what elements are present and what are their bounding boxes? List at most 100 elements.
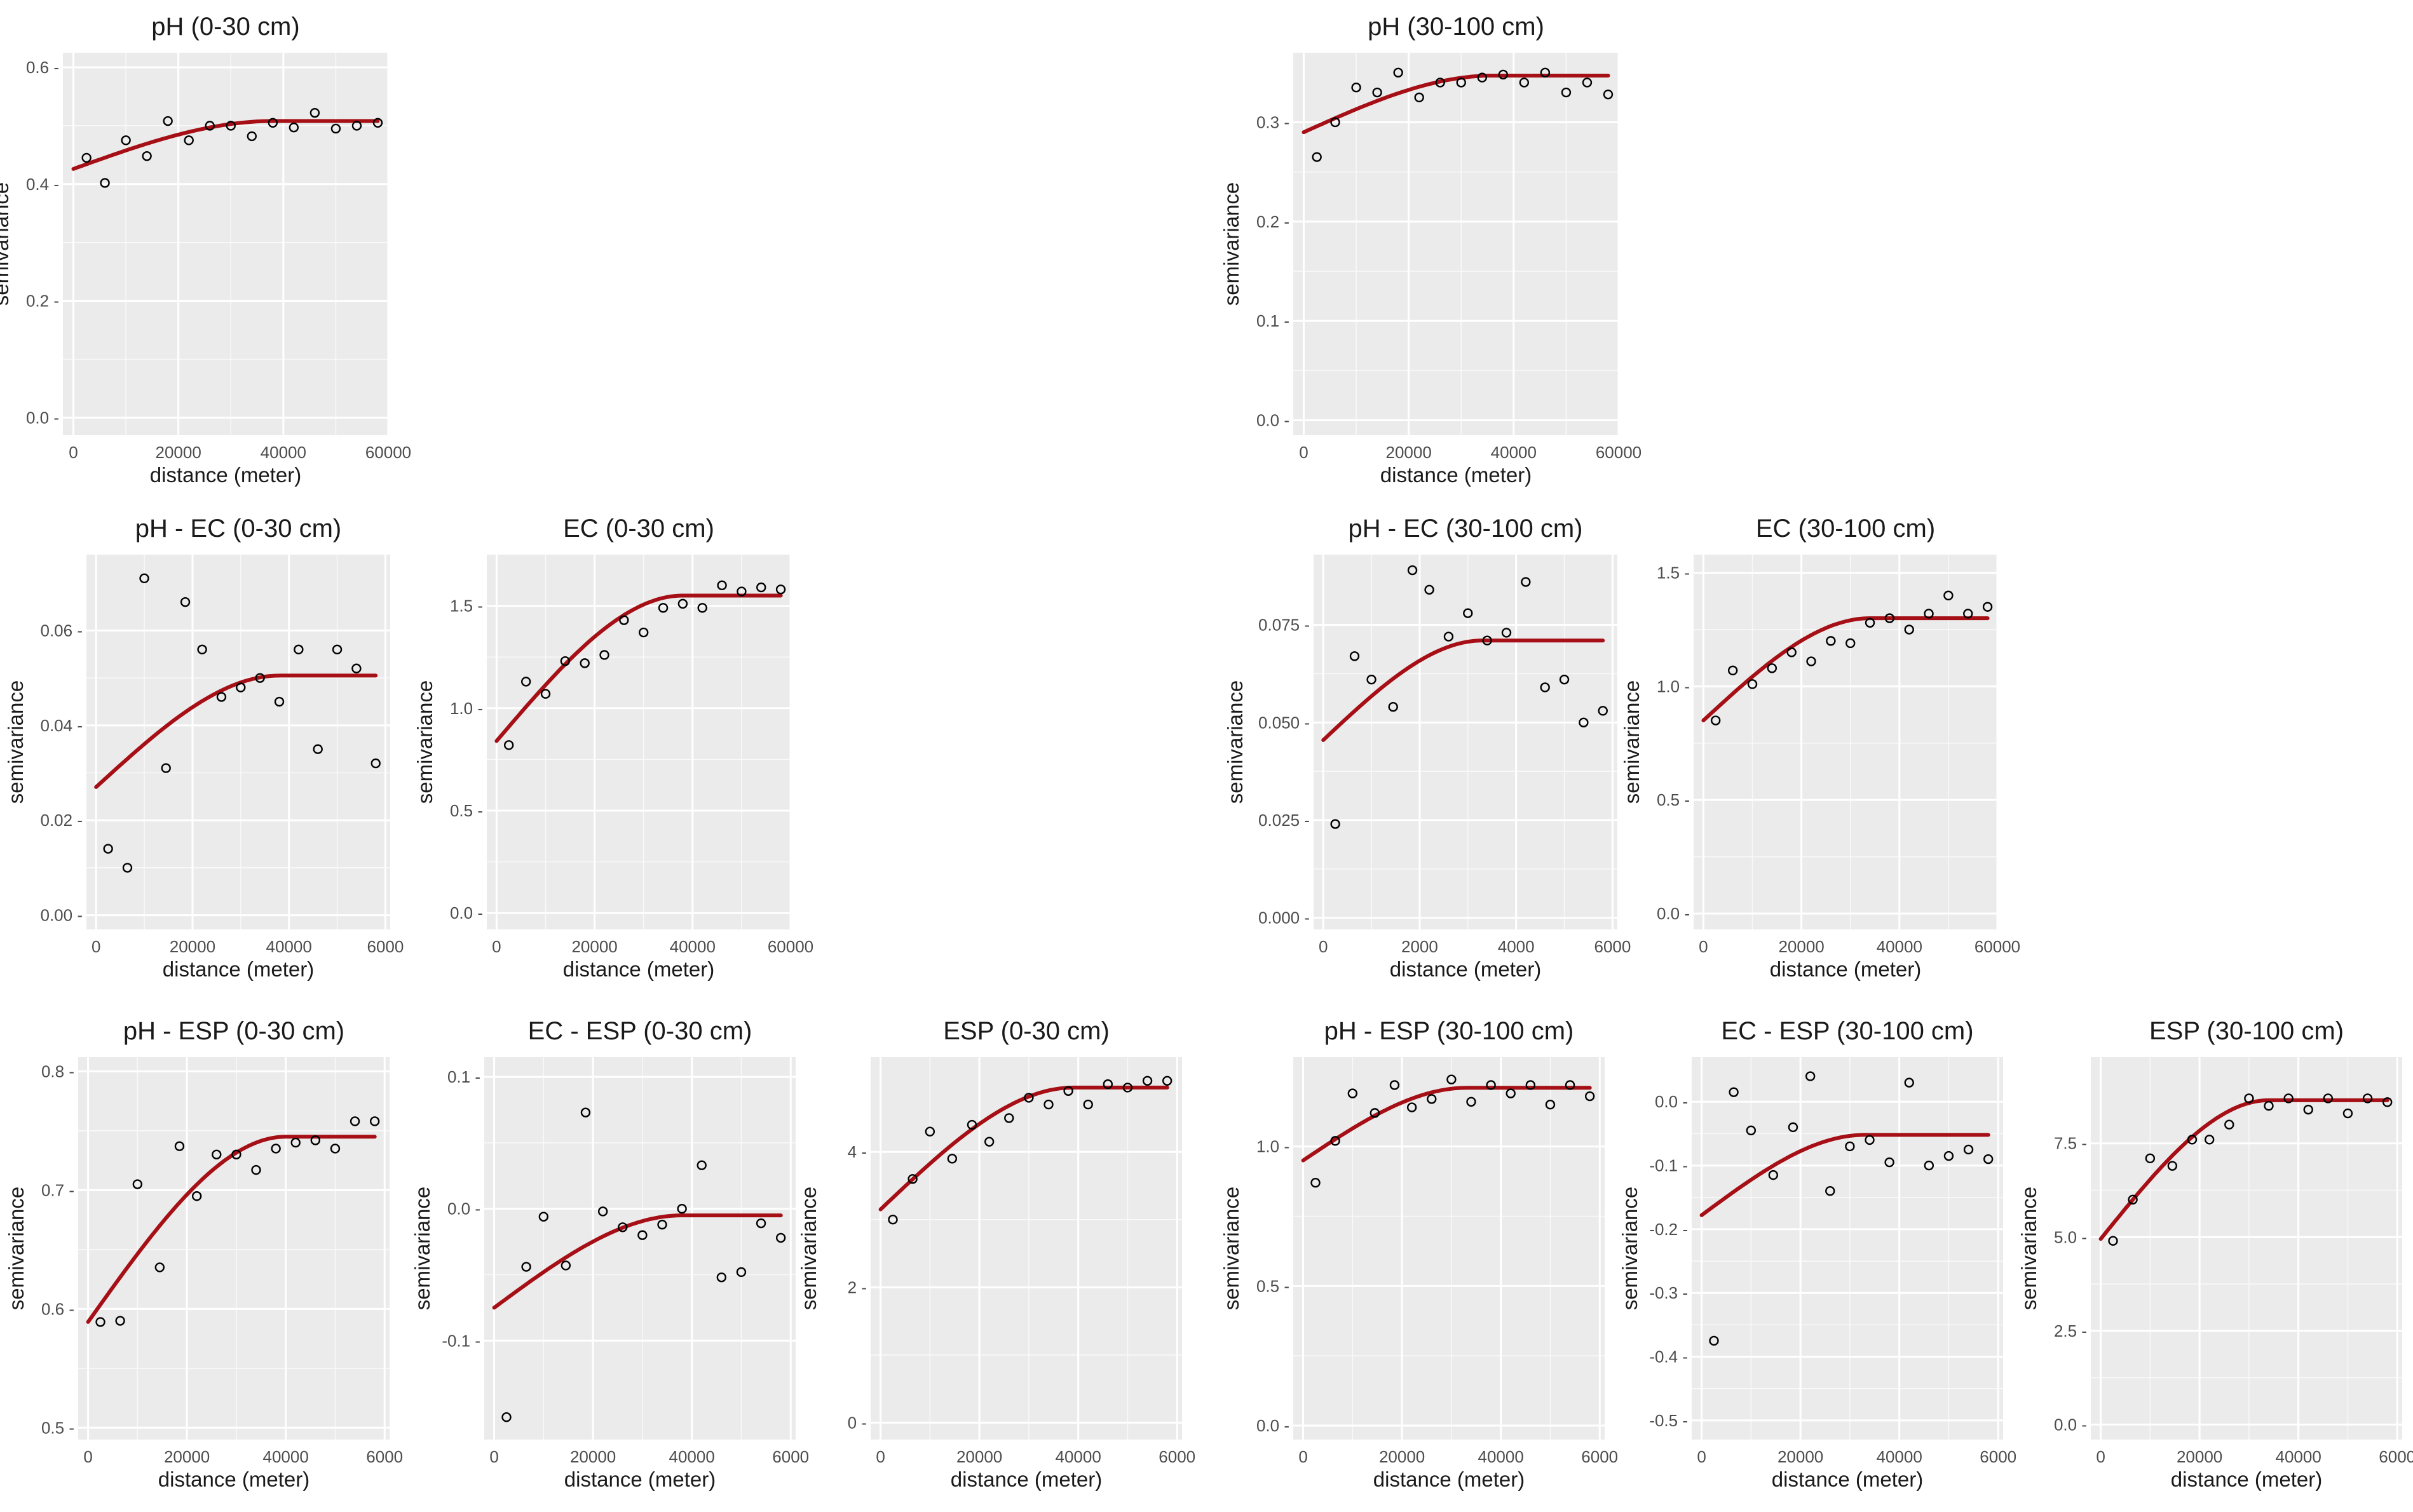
y-axis-label: semivariance xyxy=(413,680,437,804)
data-point xyxy=(1446,1074,1457,1084)
x-tick-label: 20000 xyxy=(571,937,617,956)
y-tick-label: 1.0 - xyxy=(450,699,483,718)
y-axis-label: semivariance xyxy=(1220,182,1243,306)
y-tick-label: 0.0 - xyxy=(1256,1416,1289,1435)
data-point xyxy=(1521,577,1531,587)
data-point xyxy=(103,844,113,854)
fitted-model-line xyxy=(1701,616,1990,722)
minor-grid xyxy=(1293,1057,1605,1440)
data-point xyxy=(561,1260,571,1271)
x-axis-label: distance (meter) xyxy=(1770,957,1921,981)
major-grid xyxy=(1314,555,1617,929)
x-tick-label: 20000 xyxy=(2177,1447,2222,1466)
data-point xyxy=(501,1412,512,1422)
data-point xyxy=(350,1116,360,1126)
fitted-model-line xyxy=(86,1135,377,1324)
data-point xyxy=(1788,1122,1798,1133)
data-point xyxy=(1727,665,1738,676)
data-point xyxy=(310,1135,321,1145)
data-point xyxy=(1466,1097,1476,1107)
data-point xyxy=(1330,117,1340,128)
y-tick-label: 7.5 - xyxy=(2054,1134,2087,1153)
data-point xyxy=(2342,1108,2353,1119)
y-tick-label: 0.6 - xyxy=(26,58,59,77)
minor-grid xyxy=(86,555,390,929)
major-grid xyxy=(1293,1057,1605,1440)
data-point xyxy=(717,580,727,591)
data-point xyxy=(1709,1335,1719,1346)
data-point xyxy=(161,763,171,773)
data-point xyxy=(1103,1079,1113,1090)
data-point xyxy=(677,1204,687,1214)
x-tick-label: 6000 xyxy=(2379,1447,2413,1466)
data-point xyxy=(132,1179,143,1189)
data-point xyxy=(115,1316,125,1326)
y-axis-label: semivariance xyxy=(1223,680,1247,804)
y-tick-label: 0.5 - xyxy=(41,1418,74,1437)
major-grid xyxy=(63,53,390,435)
major-grid xyxy=(2091,1057,2402,1440)
data-point xyxy=(121,135,131,145)
data-point xyxy=(925,1126,935,1137)
y-axis-label: semivariance xyxy=(0,182,13,306)
data-point xyxy=(1865,618,1875,628)
data-point xyxy=(1407,565,1418,576)
data-point xyxy=(1388,701,1398,712)
x-tick-label: 20000 xyxy=(1777,1447,1823,1466)
x-axis-label: distance (meter) xyxy=(163,957,314,981)
data-point xyxy=(1768,1170,1779,1180)
y-tick-label: -0.4 - xyxy=(1649,1347,1688,1367)
panel-5: pH - EC (30-100 cm) 0 2000 4000 6000 0.000 - 0… xyxy=(1223,515,1631,981)
y-tick-label: 0.0 - xyxy=(450,903,483,922)
data-point xyxy=(618,1222,628,1232)
data-point xyxy=(2303,1104,2313,1115)
data-point xyxy=(967,1119,977,1130)
data-point xyxy=(1584,1091,1595,1102)
data-point xyxy=(1845,638,1856,649)
major-grid xyxy=(86,555,390,929)
data-point xyxy=(736,1267,747,1278)
x-tick-label: 0 xyxy=(1697,1447,1706,1466)
data-point xyxy=(657,1219,667,1230)
data-point xyxy=(251,1164,261,1175)
data-point xyxy=(351,663,362,673)
panel-2: pH (30-100 cm) 0 20000 40000 60000 0.0 - 0.1 -… xyxy=(1220,13,1642,487)
data-point xyxy=(271,1144,281,1154)
x-tick-label: 40000 xyxy=(669,1447,715,1466)
minor-grid xyxy=(78,1057,390,1440)
panel-background xyxy=(63,53,388,435)
data-point xyxy=(888,1215,898,1225)
fitted-model-line xyxy=(71,119,380,171)
data-point xyxy=(1351,83,1361,93)
y-tick-label: 0.6 - xyxy=(41,1299,74,1318)
data-point xyxy=(163,116,173,126)
data-point xyxy=(907,1174,918,1184)
x-tick-label: 6000 xyxy=(366,1447,403,1466)
data-point xyxy=(1884,1157,1894,1168)
data-point xyxy=(294,644,304,655)
y-tick-label: -0.5 - xyxy=(1649,1411,1688,1430)
data-point xyxy=(1004,1113,1014,1123)
panel-9: ESP (0-30 cm)0 20000 40000 60000 -2 -4 -dis… xyxy=(797,1017,1195,1491)
data-point xyxy=(1729,1087,1739,1097)
data-point xyxy=(1372,87,1382,98)
data-point xyxy=(984,1137,995,1147)
data-point xyxy=(231,1149,241,1160)
x-tick-label: 60000 xyxy=(1596,443,1642,462)
data-point xyxy=(216,692,227,702)
y-axis-label: semivariance xyxy=(4,1187,28,1310)
x-tick-label: 40000 xyxy=(2276,1447,2321,1466)
data-point xyxy=(290,1137,301,1148)
minor-grid xyxy=(1694,555,1997,929)
fitted-model-line xyxy=(494,593,783,743)
data-point xyxy=(2167,1161,2178,1171)
data-point xyxy=(503,740,514,750)
data-point xyxy=(540,689,551,699)
data-point xyxy=(1540,682,1550,692)
chart-title: EC (0-30 cm) xyxy=(563,515,714,543)
chart-title: pH - EC (0-30 cm) xyxy=(135,515,342,543)
data-point xyxy=(2204,1135,2215,1145)
data-point xyxy=(619,615,629,625)
data-point xyxy=(1924,609,1934,619)
